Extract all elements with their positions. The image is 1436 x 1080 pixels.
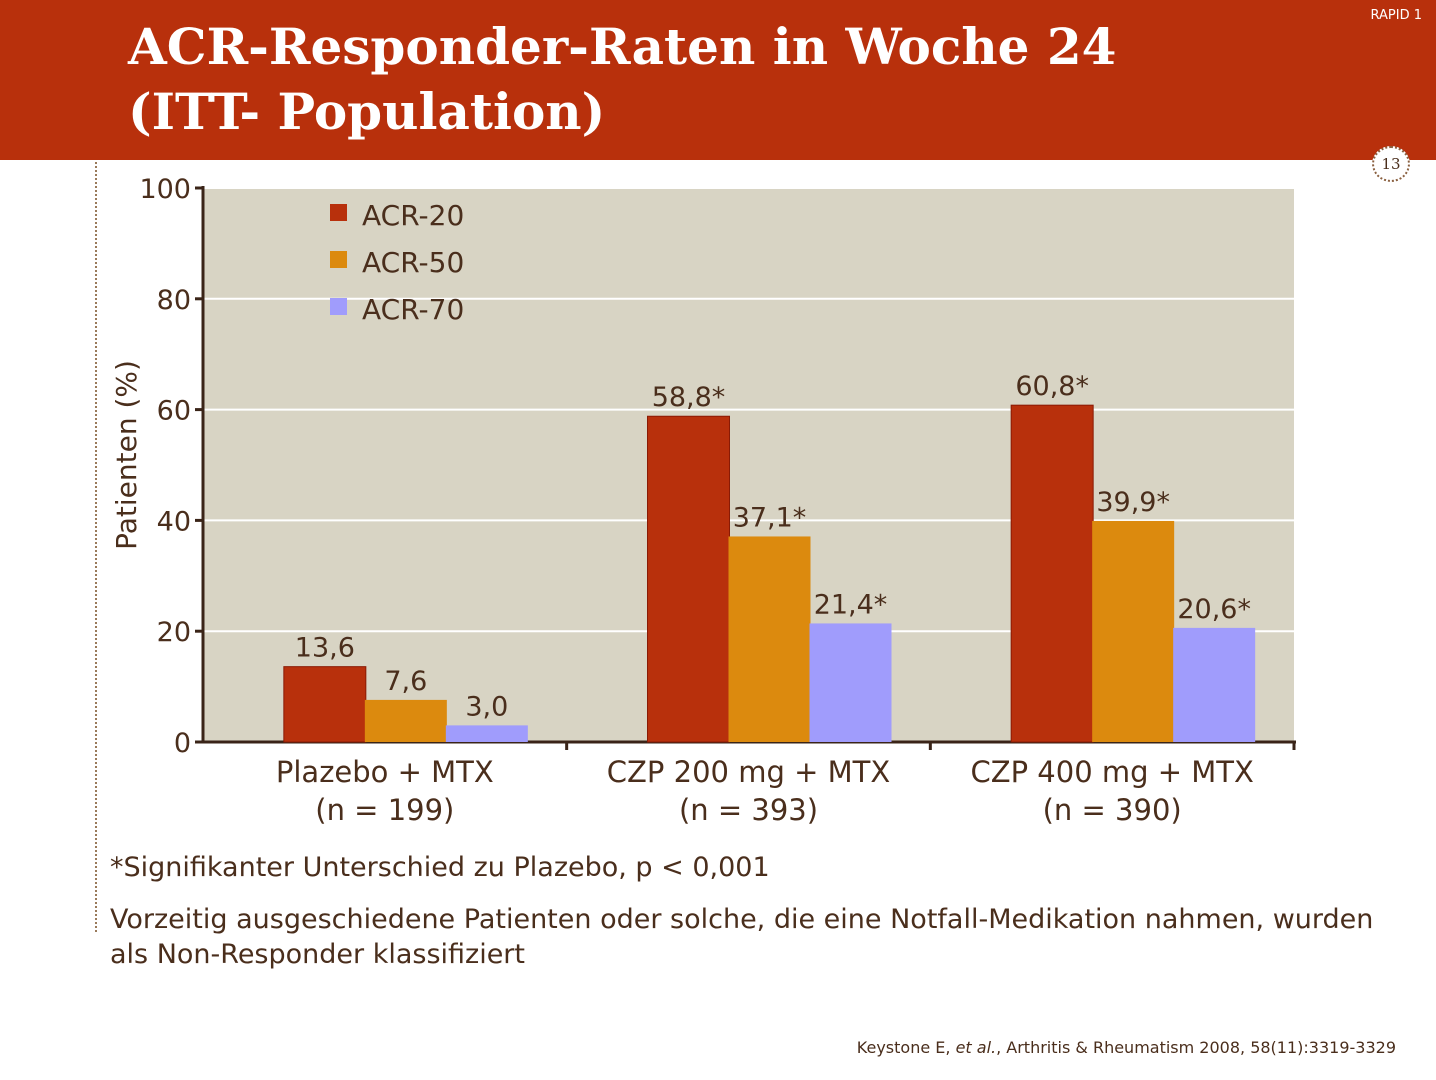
bar-acr-50-1: [728, 536, 811, 742]
slide-title-line2: (ITT- Population): [128, 82, 606, 141]
citation: Keystone E, et al., Arthritis & Rheumati…: [857, 1038, 1396, 1057]
y-tick-label: 60: [157, 396, 191, 427]
bar-chart: 0 20 40 60 80 100 Patienten (%) 13,6 58,8* 60,8* 7…: [110, 174, 1296, 827]
legend-label: ACR-20: [362, 199, 464, 232]
legend-swatch-acr-50: [330, 251, 347, 268]
y-tick-label: 100: [139, 174, 191, 205]
margin-divider: [95, 162, 97, 932]
bar-acr-20-2: [1010, 404, 1094, 743]
citation-authors: Keystone E,: [856, 1038, 951, 1057]
legend-swatch-acr-20: [330, 204, 347, 221]
category-count-label: (n = 390): [1043, 793, 1182, 827]
data-label: 7,6: [384, 666, 427, 697]
slide-title: ACR-Responder-Raten in Woche 24 (ITT- Po…: [128, 14, 1116, 144]
bar-acr-50-0: [364, 699, 447, 742]
category-label: CZP 200 mg + MTX: [607, 755, 890, 789]
slide-title-line1: ACR-Responder-Raten in Woche 24: [128, 17, 1117, 76]
data-label: 37,1*: [733, 502, 807, 533]
category-label: CZP 400 mg + MTX: [970, 755, 1253, 789]
category-label: Plazebo + MTX: [276, 755, 494, 789]
page-number: 13: [1372, 146, 1410, 182]
citation-etal: et al.: [955, 1038, 997, 1057]
method-note: Vorzeitig ausgeschiedene Patienten oder …: [110, 904, 1374, 970]
data-label: 39,9*: [1096, 487, 1170, 518]
data-label: 60,8*: [1015, 371, 1089, 402]
citation-journal: , Arthritis & Rheumatism 2008, 58(11):33…: [996, 1038, 1396, 1057]
bar-acr-70-0: [445, 725, 528, 742]
data-label: 21,4*: [814, 589, 888, 620]
slide-tag: RAPID 1: [1370, 8, 1423, 23]
y-axis-label: Patienten (%): [110, 360, 143, 550]
significance-footnote: *Signifikanter Unterschied zu Plazebo, p…: [110, 852, 770, 883]
legend-label: ACR-70: [362, 293, 464, 326]
bar-acr-20-1: [647, 415, 730, 743]
data-label: 58,8*: [652, 382, 726, 413]
y-tick-label: 20: [157, 617, 191, 648]
y-tick-label: 0: [174, 728, 191, 759]
bar-acr-20-0: [283, 666, 367, 743]
data-label: 3,0: [465, 691, 508, 722]
bar-acr-70-2: [1173, 627, 1256, 742]
y-tick-label: 80: [157, 285, 191, 316]
legend-label: ACR-50: [362, 246, 464, 279]
data-label: 20,6*: [1177, 594, 1251, 625]
legend-swatch-acr-70: [330, 298, 347, 315]
data-label: 13,6: [295, 633, 355, 664]
title-banner: ACR-Responder-Raten in Woche 24 (ITT- Po…: [0, 0, 1436, 160]
category-count-label: (n = 393): [679, 793, 818, 827]
bar-acr-70-1: [809, 623, 892, 742]
category-count-label: (n = 199): [315, 793, 454, 827]
bar-acr-50-2: [1092, 520, 1175, 742]
y-tick-label: 40: [157, 506, 191, 537]
